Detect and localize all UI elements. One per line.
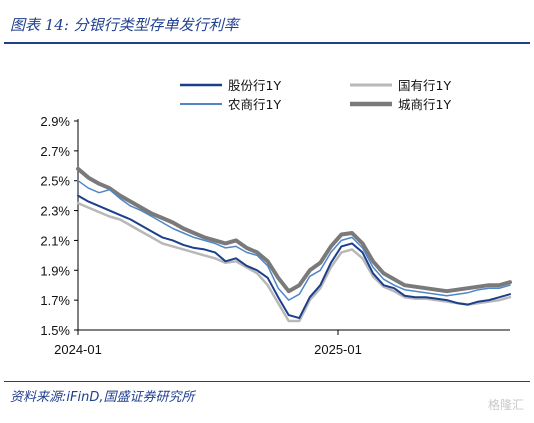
legend-label: 国有行1Y — [398, 78, 451, 93]
series-line-农商行1Y — [77, 179, 511, 301]
y-tick-label: 2.9% — [40, 114, 70, 129]
y-tick-label: 2.1% — [40, 233, 70, 248]
series-line-国有行1Y — [76, 201, 512, 323]
watermark: 格隆汇 — [487, 398, 524, 412]
source-note: 资料来源:iFinD,国盛证券研究所 — [10, 390, 195, 405]
y-tick-label: 1.7% — [40, 293, 70, 308]
y-tick-label: 2.7% — [40, 144, 70, 159]
y-tick-label: 1.5% — [40, 323, 70, 338]
source-rule — [4, 381, 530, 382]
legend-label: 农商行1Y — [228, 97, 281, 112]
legend-label: 城商行1Y — [398, 97, 451, 112]
x-tick-label: 2025-01 — [314, 342, 362, 357]
legend-label: 股份行1Y — [228, 78, 281, 93]
series-line-城商行1Y — [76, 166, 512, 294]
y-tick-label: 2.3% — [40, 204, 70, 219]
chart-title: 图表 14: 分银行类型存单发行利率 — [10, 16, 239, 34]
title-rule — [4, 42, 530, 44]
y-tick-label: 1.9% — [40, 263, 70, 278]
x-tick-label: 2024-01 — [54, 342, 102, 357]
series-line-股份行1Y — [77, 194, 511, 320]
y-tick-label: 2.5% — [40, 174, 70, 189]
